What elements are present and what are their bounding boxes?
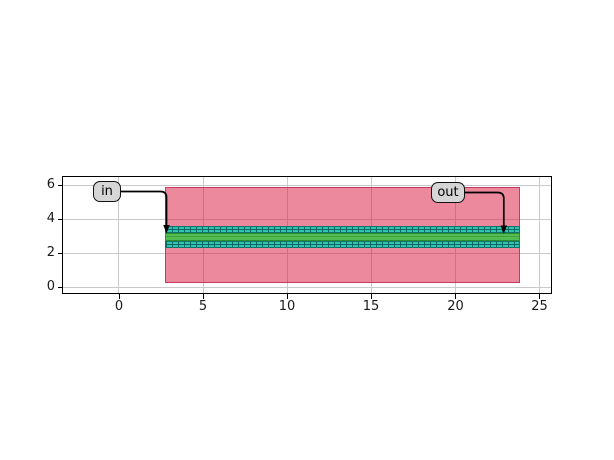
x-tick-mark [118,294,120,299]
x-tick-mark [202,294,204,299]
green-strip-divider [165,236,519,237]
y-tick-label: 4 [46,211,55,226]
plot-area [62,176,552,294]
x-tick-mark [286,294,288,299]
gridline-y-0 [63,286,551,288]
gridline-y-6 [63,184,551,186]
x-tick-label: 15 [362,299,380,314]
x-tick-mark [455,294,457,299]
y-tick-mark [57,218,63,220]
y-tick-mark [57,184,63,186]
x-tick-label: 20 [447,299,464,314]
port-label-in-text: in [101,184,113,199]
x-tick-label: 25 [531,299,548,314]
x-tick-label: 0 [114,299,124,314]
y-tick-mark [57,252,63,254]
y-tick-label: 0 [46,279,55,294]
port-label-out-text: out [437,185,459,200]
x-tick-mark [370,294,372,299]
gridline-x-0 [118,177,120,293]
gridline-x-25 [539,177,541,293]
hatched-strip-bottom [164,240,520,248]
port-label-in: in [93,181,121,202]
hatched-strip-top [164,225,520,233]
y-tick-label: 2 [46,245,55,260]
y-tick-label: 6 [46,177,55,192]
y-tick-mark [57,286,63,288]
x-tick-label: 10 [278,299,296,314]
port-label-out: out [431,182,465,203]
x-tick-mark [539,294,541,299]
x-tick-label: 5 [198,299,208,314]
green-strip [164,232,520,241]
